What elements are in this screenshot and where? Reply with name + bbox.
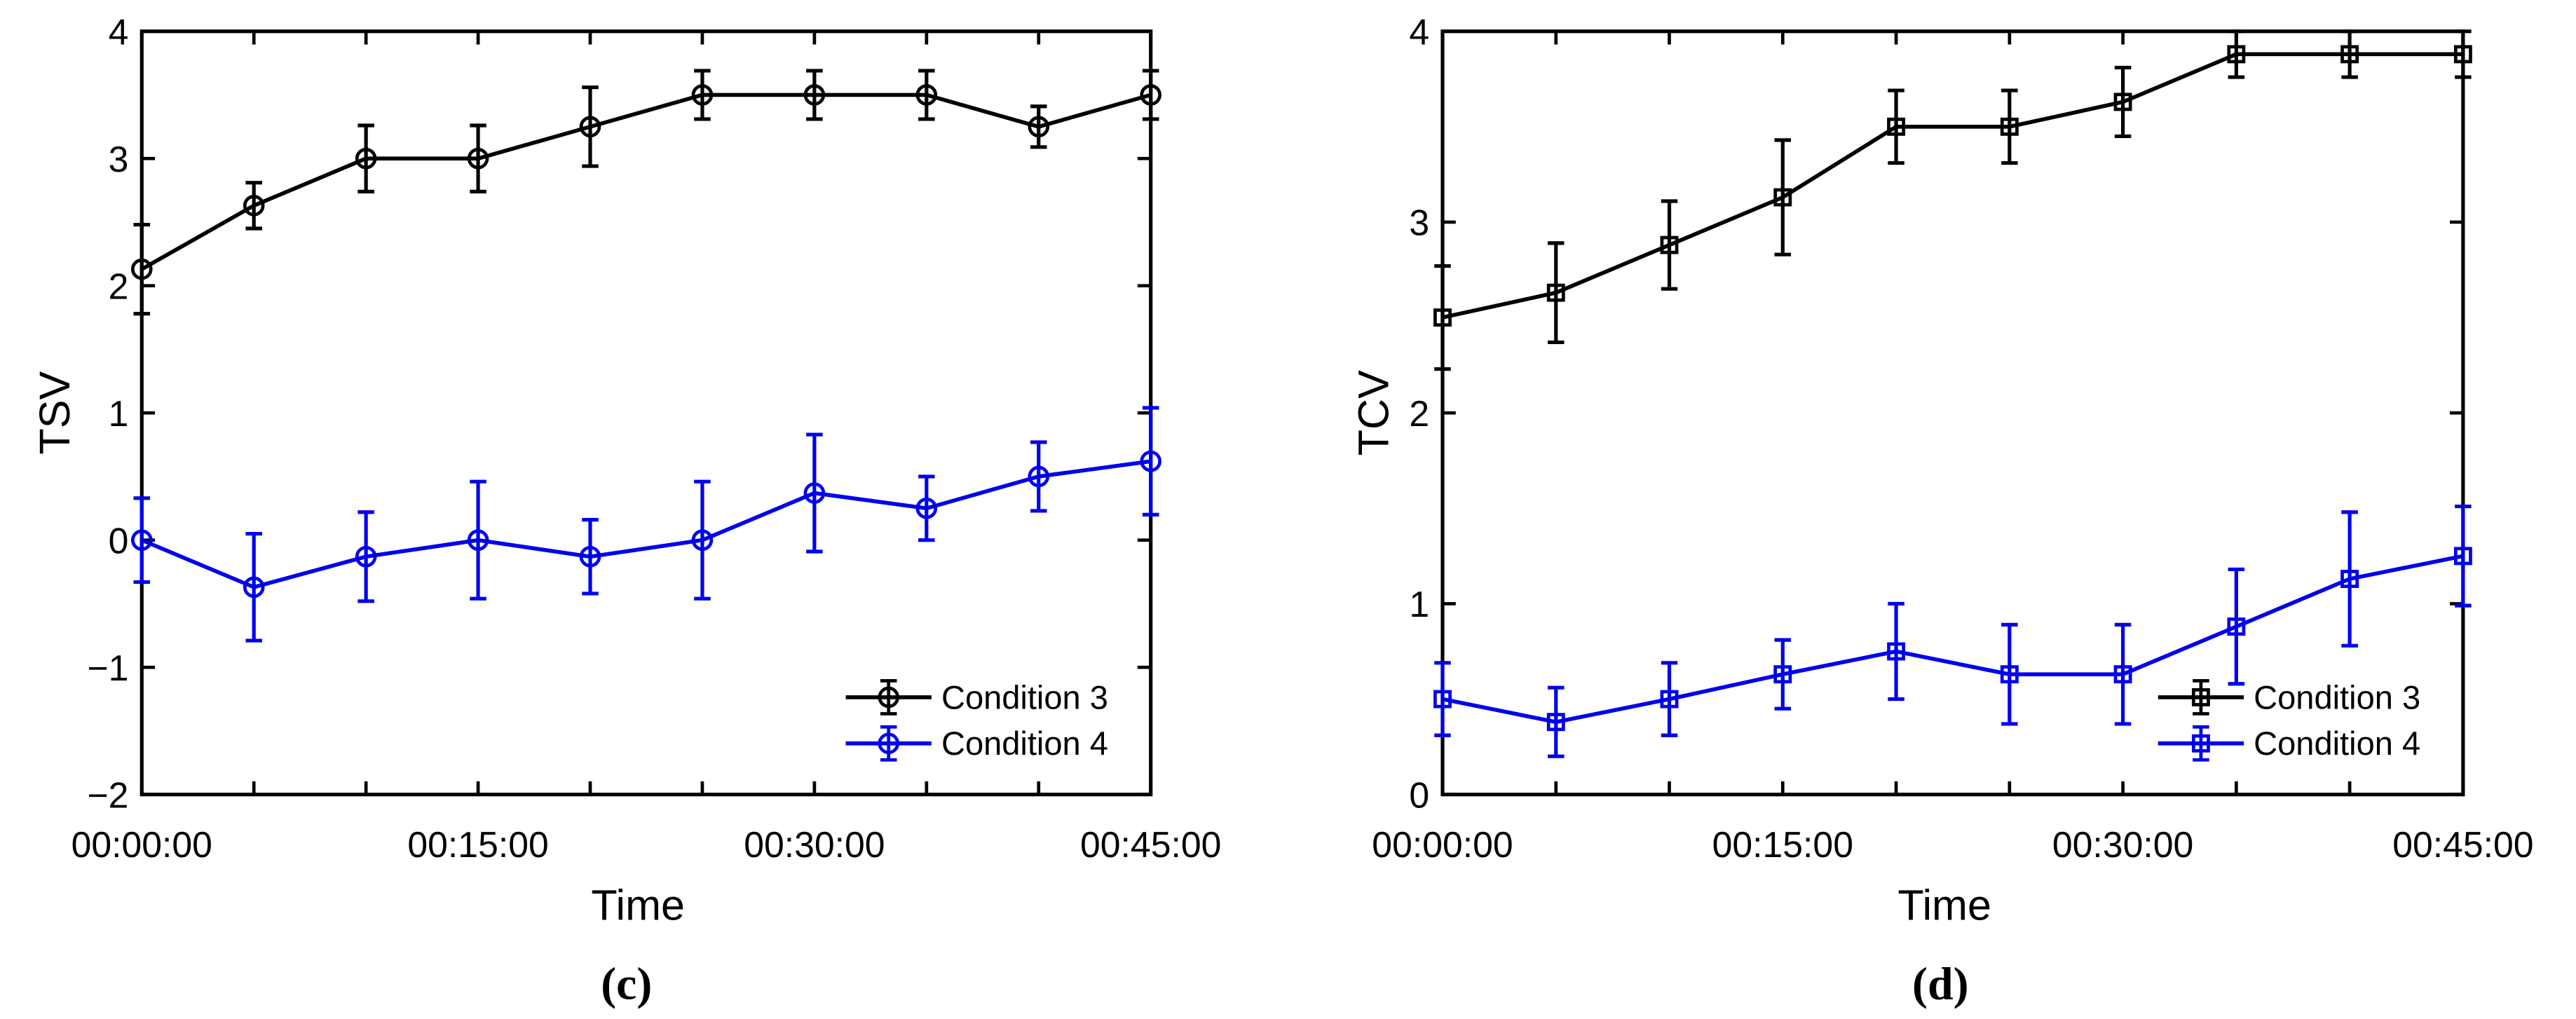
- x-tick-label: 00:45:00: [2392, 824, 2533, 865]
- y-tick-label: 2: [109, 266, 129, 306]
- data-point: [915, 498, 938, 519]
- data-point: [691, 529, 714, 551]
- data-point: [803, 482, 826, 504]
- data-point: [130, 258, 153, 280]
- data-point: [130, 529, 153, 551]
- data-point: [915, 84, 938, 106]
- legend-label: Condition 4: [941, 725, 1108, 762]
- data-point: [2453, 45, 2472, 64]
- y-tick-label: 0: [1409, 774, 1429, 815]
- data-point: [1887, 642, 1905, 661]
- legend-label: Condition 3: [2254, 678, 2420, 716]
- data-point: [1660, 235, 1679, 254]
- legend-label: Condition 3: [941, 678, 1108, 716]
- chart-panel-d: 0 1 2 3 4 00:00:00 00:15:00 00:30:00 00:45:00 Tim…: [1349, 12, 2533, 1010]
- x-tick-label: 00:30:00: [744, 824, 885, 865]
- data-point: [243, 576, 265, 599]
- y-tick-label: 1: [109, 393, 129, 434]
- y-tick-label: 4: [1409, 12, 1429, 53]
- data-point: [2000, 117, 2019, 136]
- series-line-condition-3: [1442, 52, 2463, 320]
- y-tick-label: 3: [1409, 203, 1429, 243]
- x-axis-label: Time: [591, 881, 685, 929]
- data-point: [355, 147, 377, 170]
- chart-panel-c: −2 −1 0 1 2 3 4 00:00:00 00:15:00 00:30:00 00:45:0…: [31, 12, 1222, 1010]
- data-point: [1433, 690, 1452, 709]
- data-point: [1433, 308, 1452, 327]
- data-point: [1140, 450, 1161, 472]
- data-point: [1028, 465, 1050, 488]
- data-point: [1546, 713, 1565, 732]
- x-tick-label: 00:30:00: [2052, 824, 2193, 865]
- data-point: [1773, 188, 1792, 207]
- panel-label: (d): [1912, 958, 1968, 1009]
- data-point: [579, 545, 601, 568]
- legend-marker: [878, 686, 900, 709]
- data-point: [2000, 665, 2019, 684]
- data-point: [1546, 283, 1565, 302]
- panel-label: (c): [601, 958, 652, 1009]
- data-point: [243, 195, 265, 217]
- x-tick-label: 00:00:00: [1372, 824, 1513, 865]
- data-point: [691, 84, 714, 106]
- y-axis-label: TSV: [31, 371, 79, 455]
- data-point: [1887, 117, 1905, 136]
- data-point: [2113, 93, 2132, 111]
- data-point: [1028, 116, 1050, 138]
- x-tick-label: 00:15:00: [1712, 824, 1853, 865]
- data-point: [2227, 617, 2246, 636]
- y-tick-label: −2: [87, 774, 128, 815]
- data-point: [2453, 547, 2472, 566]
- legend-marker: [878, 732, 900, 755]
- y-tick-label: 2: [1409, 393, 1429, 434]
- data-point: [1140, 84, 1161, 106]
- series-line-condition-4: [141, 459, 1152, 589]
- data-point: [2340, 45, 2359, 64]
- y-tick-label: 1: [1409, 584, 1429, 624]
- y-tick-label: −1: [87, 648, 128, 688]
- data-point: [355, 545, 377, 568]
- y-tick-label: 3: [109, 139, 129, 179]
- y-tick-label: 0: [109, 520, 129, 561]
- data-point: [579, 116, 601, 138]
- data-point: [1773, 665, 1792, 684]
- x-axis-label: Time: [1897, 881, 1991, 929]
- data-point: [2113, 665, 2132, 684]
- data-point: [2227, 45, 2246, 64]
- data-point: [1660, 690, 1679, 709]
- legend-marker: [2191, 734, 2210, 753]
- x-tick-label: 00:00:00: [71, 824, 212, 865]
- series-line-condition-3: [140, 93, 1152, 271]
- legend-label: Condition 4: [2254, 725, 2420, 762]
- data-point: [467, 529, 489, 551]
- data-point: [467, 147, 489, 170]
- x-tick-label: 00:45:00: [1080, 824, 1221, 865]
- legend-marker: [2191, 688, 2210, 706]
- x-tick-label: 00:15:00: [407, 824, 548, 865]
- data-point: [2340, 570, 2359, 588]
- data-point: [803, 84, 826, 106]
- series-line-condition-4: [1442, 554, 2464, 725]
- y-axis-label: TCV: [1349, 370, 1397, 456]
- y-tick-label: 4: [109, 12, 129, 53]
